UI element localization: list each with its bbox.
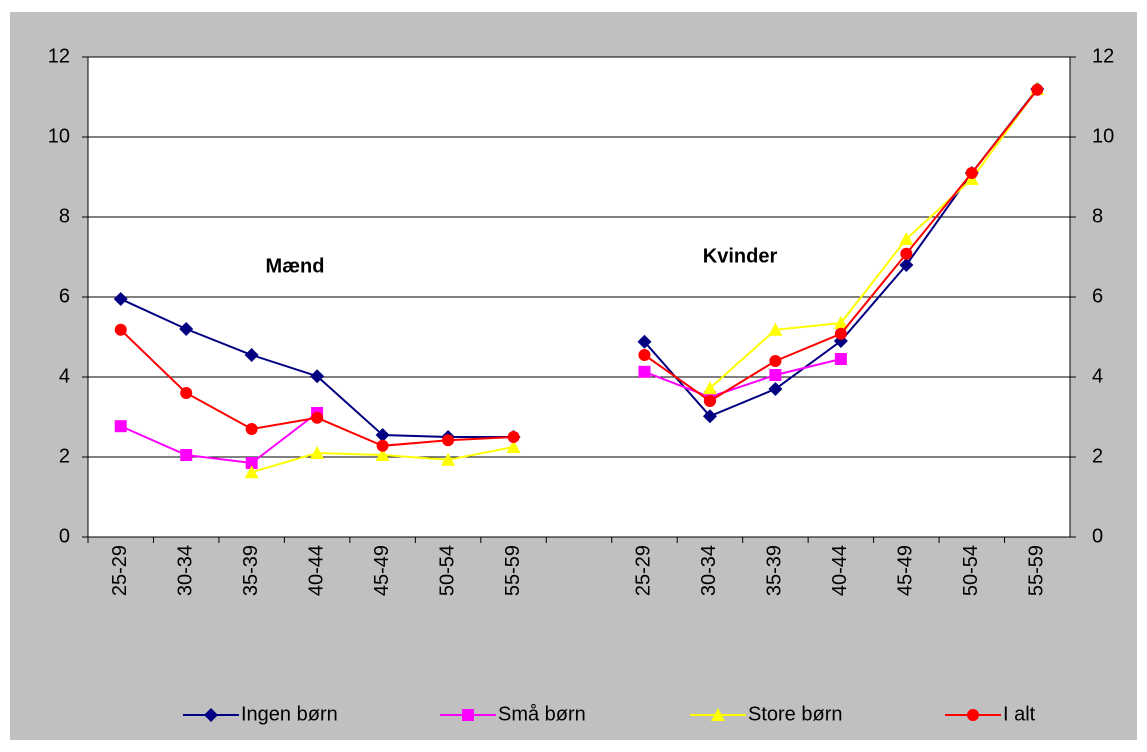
y-tick-label: 10 [48, 125, 70, 147]
annotation: Kvinder [703, 245, 778, 267]
x-tick-label: 45-49 [371, 545, 393, 596]
marker [375, 448, 390, 461]
marker [769, 355, 782, 367]
legend-label: Små børn [498, 703, 586, 725]
marker [965, 167, 978, 179]
marker [441, 452, 456, 466]
marker [244, 348, 259, 362]
marker [638, 365, 651, 378]
marker [113, 292, 128, 306]
marker [507, 431, 520, 443]
y-tick-label: 0 [59, 525, 70, 547]
marker [114, 323, 127, 336]
x-tick-label: 35-39 [240, 545, 262, 596]
x-tick-label: 30-34 [174, 545, 196, 596]
marker [769, 369, 782, 381]
marker [703, 395, 716, 407]
x-tick-label: 40-44 [829, 545, 851, 596]
x-tick-label: 35-39 [764, 545, 786, 596]
marker [245, 457, 258, 469]
y2-tick-label: 10 [1092, 125, 1114, 147]
marker [834, 353, 847, 365]
x-tick-label: 55-59 [1026, 545, 1048, 596]
marker [180, 387, 193, 399]
marker [711, 708, 725, 721]
marker [702, 381, 717, 395]
marker [506, 440, 521, 453]
y2-tick-label: 0 [1092, 525, 1103, 547]
marker [310, 369, 325, 384]
marker [114, 420, 127, 433]
marker [245, 423, 258, 435]
marker [1031, 83, 1044, 96]
y2-tick-label: 2 [1092, 445, 1103, 467]
marker [899, 258, 914, 272]
marker [638, 349, 651, 361]
y-tick-label: 6 [59, 285, 70, 307]
legend-label: Store børn [748, 703, 842, 725]
y2-tick-label: 4 [1092, 365, 1103, 387]
annotation: Mænd [266, 255, 325, 277]
marker [442, 434, 455, 447]
marker [311, 411, 324, 424]
marker [204, 708, 218, 722]
marker [967, 709, 979, 721]
y-tick-label: 4 [59, 365, 70, 387]
x-tick-label: 55-59 [502, 545, 524, 596]
x-tick-label: 50-54 [436, 545, 458, 596]
x-tick-label: 50-54 [960, 545, 982, 596]
marker [462, 709, 474, 721]
y-tick-label: 8 [59, 205, 70, 227]
marker [179, 322, 194, 336]
x-tick-label: 25-29 [633, 545, 655, 596]
marker [376, 439, 389, 452]
y-tick-label: 2 [59, 445, 70, 467]
marker [900, 247, 913, 260]
x-tick-label: 40-44 [305, 545, 327, 596]
marker [768, 382, 783, 396]
marker [310, 446, 325, 459]
legend-label: Ingen børn [241, 703, 338, 725]
marker [180, 449, 193, 461]
marker [768, 322, 783, 336]
y-tick-label: 12 [48, 45, 70, 67]
y2-tick-label: 12 [1092, 45, 1114, 67]
x-tick-label: 25-29 [109, 545, 131, 596]
y2-tick-label: 8 [1092, 205, 1103, 227]
marker [375, 428, 390, 442]
marker [834, 327, 847, 340]
marker [899, 232, 914, 245]
marker [244, 465, 259, 479]
y2-tick-label: 6 [1092, 285, 1103, 307]
legend-label: I alt [1003, 703, 1036, 725]
series-line [120, 358, 842, 465]
marker [702, 409, 717, 424]
marker [637, 334, 652, 349]
x-tick-label: 30-34 [698, 545, 720, 596]
marker [833, 316, 848, 329]
x-tick-label: 45-49 [895, 545, 917, 596]
